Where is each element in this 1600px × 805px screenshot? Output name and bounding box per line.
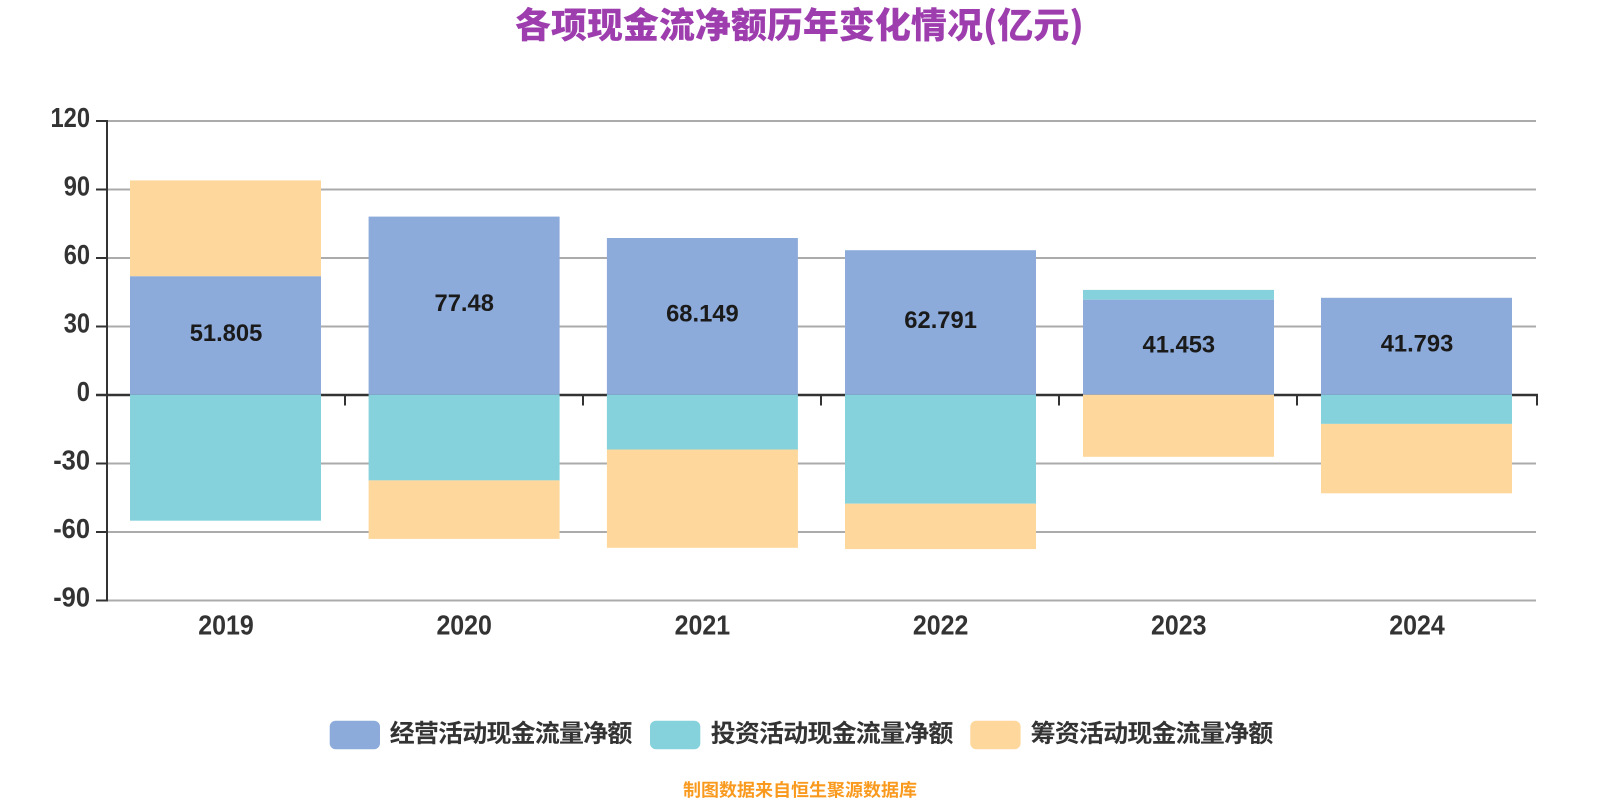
svg-text:51.805: 51.805 [190,320,263,347]
svg-text:41.453: 41.453 [1143,332,1216,359]
svg-text:60: 60 [64,239,90,270]
svg-text:120: 120 [51,102,91,133]
svg-text:2023: 2023 [1151,610,1207,641]
svg-text:2024: 2024 [1389,610,1445,641]
svg-text:-60: -60 [53,513,90,544]
svg-text:62.791: 62.791 [904,307,977,334]
svg-text:2022: 2022 [913,610,969,641]
svg-text:-90: -90 [53,582,90,613]
svg-text:41.793: 41.793 [1381,331,1454,358]
svg-text:30: 30 [64,308,90,339]
svg-text:2021: 2021 [675,610,731,641]
svg-text:0: 0 [77,376,90,407]
svg-text:2020: 2020 [436,610,492,641]
svg-text:-30: -30 [53,445,90,476]
svg-text:77.48: 77.48 [435,290,494,317]
svg-text:2019: 2019 [198,610,254,641]
svg-text:68.149: 68.149 [666,301,739,328]
svg-text:90: 90 [64,171,90,202]
